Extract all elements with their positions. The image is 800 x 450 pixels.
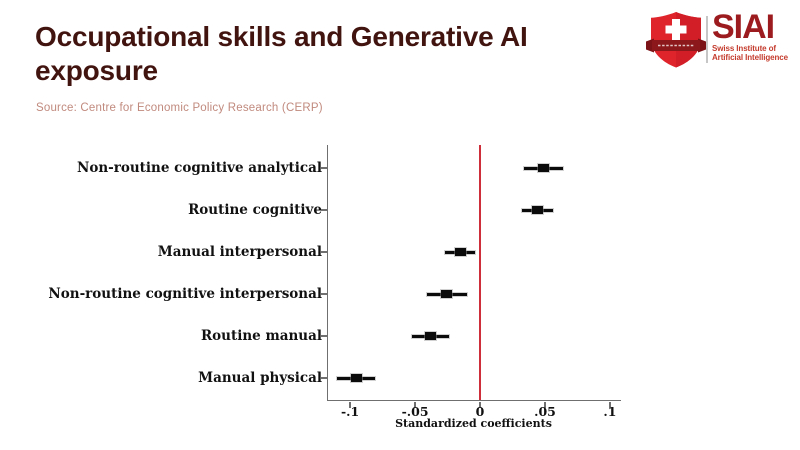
y-tick [320, 251, 327, 253]
x-tick-label: .1 [603, 404, 617, 419]
point-marker [440, 290, 452, 298]
swiss-shield-icon [646, 12, 706, 68]
y-axis-label: Non-routine cognitive interpersonal [48, 286, 322, 302]
x-tick [414, 401, 416, 408]
y-axis-label: Routine cognitive [188, 202, 322, 218]
y-tick [320, 293, 327, 295]
y-axis-label: Manual physical [198, 370, 322, 386]
point-marker [531, 206, 543, 214]
logo-name-line2: Artificial Intelligence [712, 53, 788, 62]
y-tick [320, 167, 327, 169]
coefficient-plot-area: -.1 -.05 0 .05 .1 [320, 145, 621, 419]
x-tick [479, 401, 481, 408]
logo-name-line1: Swiss Institute of [712, 44, 776, 53]
y-tick [320, 209, 327, 211]
point-marker [425, 332, 437, 340]
y-tick [320, 377, 327, 379]
y-axis-labels: Non-routine cognitive analytical Routine … [0, 145, 322, 400]
y-axis-label: Non-routine cognitive analytical [76, 160, 322, 176]
x-tick-label: .05 [534, 404, 556, 419]
x-tick [349, 401, 351, 408]
x-axis-title: Standardized coefficients [395, 417, 552, 430]
y-tick [320, 335, 327, 337]
y-axis-label: Manual interpersonal [157, 244, 322, 260]
point-marker [455, 248, 467, 256]
logo-acronym: SIAI [712, 8, 775, 46]
x-tick [544, 401, 546, 408]
y-axis-label: Routine manual [200, 328, 322, 344]
x-tick-label: -.05 [401, 404, 429, 419]
point-marker [351, 374, 363, 382]
x-tick-label: -.1 [340, 404, 360, 419]
logo-text: SIAI Swiss Institute of Artificial Intel… [712, 10, 788, 62]
logo-divider [706, 16, 708, 63]
x-tick [609, 401, 611, 408]
siai-logo: SIAI Swiss Institute of Artificial Intel… [645, 10, 795, 70]
source-line: Source: Centre for Economic Policy Resea… [36, 102, 323, 114]
zero-reference-line [479, 145, 482, 400]
point-marker [538, 164, 550, 172]
page-title: Occupational skills and Generative AI ex… [35, 21, 528, 86]
x-tick-label: 0 [475, 404, 485, 419]
